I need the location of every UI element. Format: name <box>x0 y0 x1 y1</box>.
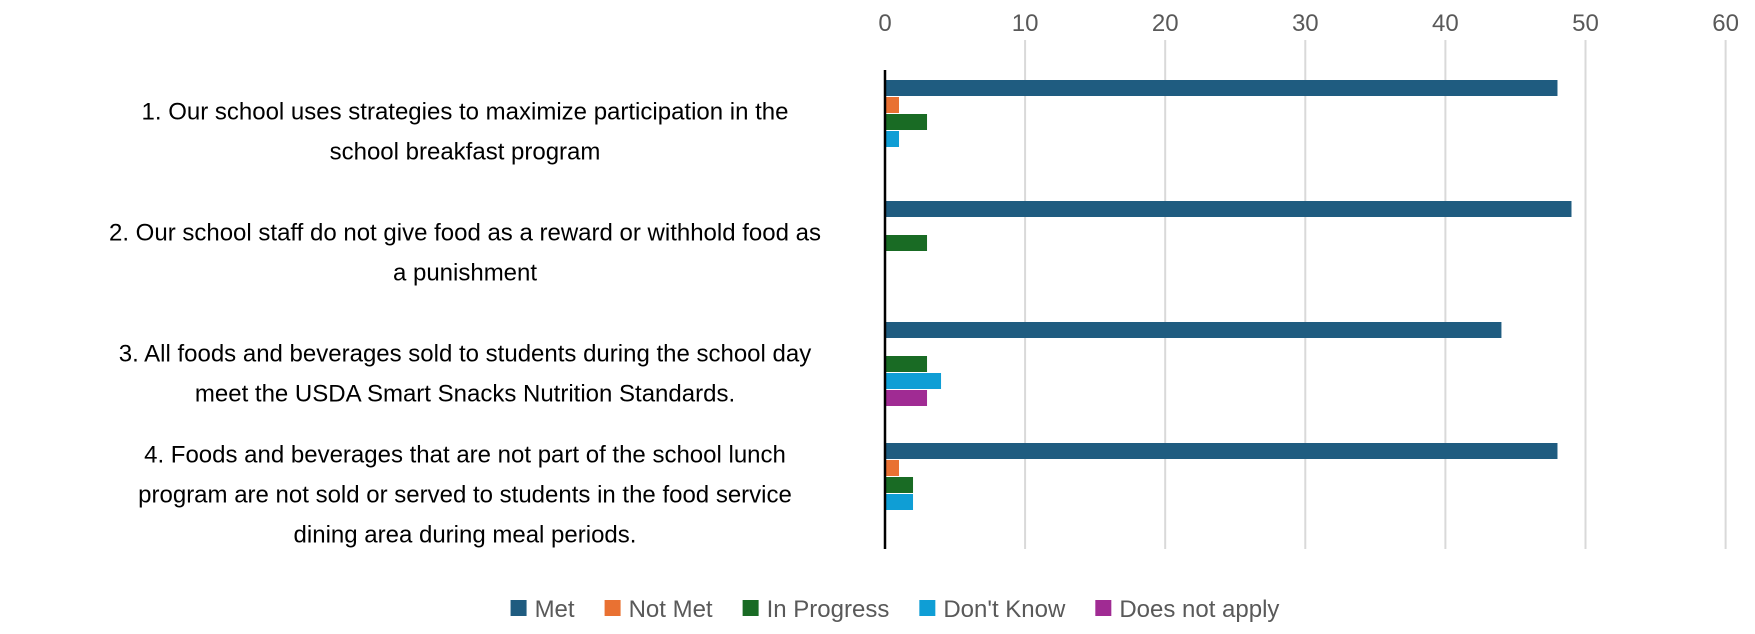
legend-item: Does not apply <box>1095 596 1279 623</box>
bar-met <box>885 322 1502 338</box>
legend-label: Does not apply <box>1119 596 1279 623</box>
bar-met <box>885 201 1572 217</box>
bar-met <box>885 80 1558 96</box>
legend-item: Not Met <box>604 596 713 623</box>
x-tick-label: 10 <box>1012 10 1039 37</box>
category-label-line: a punishment <box>393 260 537 287</box>
category-label-line: meet the USDA Smart Snacks Nutrition Sta… <box>195 381 735 408</box>
category-label-line: 4. Foods and beverages that are not part… <box>144 442 786 469</box>
bar-don-t-know <box>885 131 900 147</box>
bar-not-met <box>885 97 900 113</box>
category-label-line: school breakfast program <box>330 139 601 166</box>
legend-swatch <box>1095 600 1112 616</box>
category-label-line: 1. Our school uses strategies to maximiz… <box>142 99 789 126</box>
x-tick-label: 20 <box>1152 10 1179 37</box>
legend-item: In Progress <box>742 596 890 623</box>
category-label-line: program are not sold or served to studen… <box>138 482 792 509</box>
category-labels: 1. Our school uses strategies to maximiz… <box>109 99 821 549</box>
x-tick-label: 60 <box>1712 10 1739 37</box>
legend: Met Not Met In Progress Don't Know Does not … <box>510 596 1279 623</box>
category-label-line: 3. All foods and beverages sold to stude… <box>119 341 811 368</box>
bars <box>885 80 1572 510</box>
legend-item: Met <box>510 596 575 623</box>
bar-met <box>885 443 1558 459</box>
legend-label: Don't Know <box>943 596 1066 623</box>
x-tick-label: 50 <box>1572 10 1599 37</box>
bar-does-not-apply <box>885 390 928 406</box>
bar-in-progress <box>885 477 914 493</box>
bar-in-progress <box>885 356 928 372</box>
bar-don-t-know <box>885 494 914 510</box>
x-tick-label: 30 <box>1292 10 1319 37</box>
category-label: 3. All foods and beverages sold to stude… <box>119 341 811 408</box>
legend-swatch <box>510 600 527 616</box>
x-tick-label: 40 <box>1432 10 1459 37</box>
legend-item: Don't Know <box>919 596 1066 623</box>
legend-label: Not Met <box>629 596 713 623</box>
gridlines <box>1024 40 1727 549</box>
legend-label: Met <box>535 596 575 623</box>
category-label-line: dining area during meal periods. <box>294 522 637 549</box>
legend-swatch <box>919 600 936 616</box>
legend-swatch <box>742 600 759 616</box>
category-label: 2. Our school staff do not give food as … <box>109 220 821 287</box>
bar-not-met <box>885 460 900 476</box>
legend-swatch <box>604 600 621 616</box>
x-axis-ticks: 0 10 20 30 40 50 60 <box>878 10 1739 37</box>
category-label: 1. Our school uses strategies to maximiz… <box>142 99 789 166</box>
legend-label: In Progress <box>767 596 890 623</box>
bar-in-progress <box>885 114 928 130</box>
bar-in-progress <box>885 235 928 251</box>
bar-don-t-know <box>885 373 942 389</box>
category-label: 4. Foods and beverages that are not part… <box>138 442 792 549</box>
category-label-line: 2. Our school staff do not give food as … <box>109 220 821 247</box>
x-tick-label: 0 <box>878 10 891 37</box>
